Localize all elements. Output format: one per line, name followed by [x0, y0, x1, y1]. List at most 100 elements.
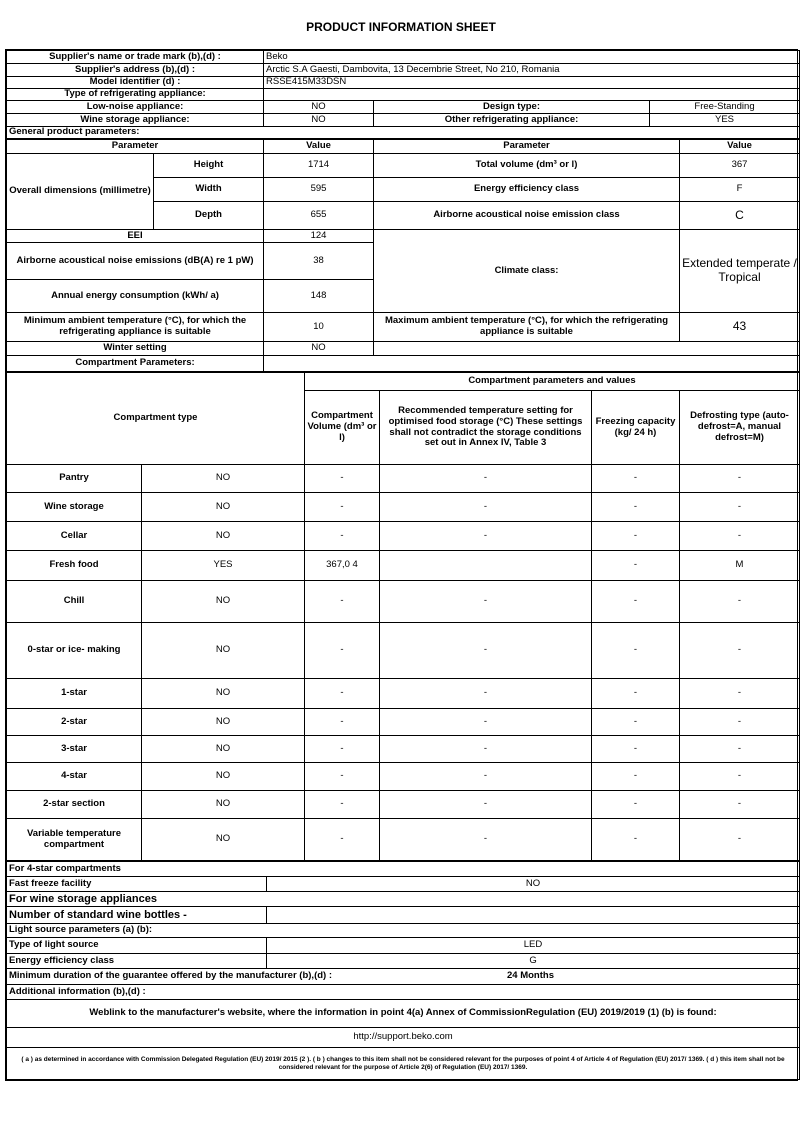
compartment-row: Variable temperature compartment NO - - - - — [6, 818, 800, 861]
compartment-name: 3-star — [6, 735, 142, 763]
compartment-name: 2-star — [6, 708, 142, 736]
value-header: Value — [263, 139, 375, 154]
compartment-present: NO — [141, 464, 305, 493]
width-value: 595 — [263, 177, 375, 202]
compartment-present: YES — [141, 550, 305, 581]
other-appliance-label: Other refrigerating appliance: — [373, 113, 650, 127]
compartment-present: NO — [141, 492, 305, 522]
light-class-value: G — [265, 953, 801, 969]
compartment-temp: - — [379, 580, 592, 623]
compartment-heading: Compartment Parameters: — [5, 355, 265, 372]
volume-header: Compartment Volume (dm³ or l) — [304, 390, 380, 465]
compartment-present: NO — [141, 580, 305, 623]
compartment-present: NO — [141, 790, 305, 819]
compartment-freezing: - — [591, 818, 680, 861]
compartment-present: NO — [141, 678, 305, 709]
compartment-temp: - — [379, 464, 592, 493]
appliance-type-label: Type of refrigerating appliance: — [6, 88, 264, 101]
compartment-defrost: - — [679, 580, 800, 623]
height-label: Height — [152, 153, 265, 178]
compartment-temp: - — [379, 678, 592, 709]
min-temp-label: Minimum ambient temperature (°C), for wh… — [5, 312, 265, 342]
compartment-name: Wine storage — [6, 492, 142, 522]
compartment-name: 4-star — [6, 762, 142, 791]
compartment-defrost: - — [679, 762, 800, 791]
compartment-defrost: - — [679, 622, 800, 679]
empty-cell — [373, 341, 801, 356]
compartment-volume: - — [304, 492, 380, 522]
temp-header: Recommended temperature setting for opti… — [379, 390, 592, 465]
additional-label: Additional information (b),(d) : — [5, 984, 801, 1000]
compartment-row: Pantry NO - - - - — [6, 464, 800, 493]
compartment-freezing: - — [591, 580, 680, 623]
compartment-table: Compartment type Compartment parameters a… — [6, 372, 800, 861]
compartment-name: 2-star section — [6, 790, 142, 819]
compartment-volume: 367,0 4 — [304, 550, 380, 581]
compartment-freezing: - — [591, 708, 680, 736]
energy-class-value: F — [679, 177, 801, 202]
model-value: RSSE415M33DSN — [262, 76, 801, 89]
compartment-row: Chill NO - - - - — [6, 580, 800, 623]
compartment-row: 3-star NO - - - - — [6, 735, 800, 763]
design-type-label: Design type: — [373, 100, 650, 114]
compartment-temp: - — [379, 521, 592, 551]
compartment-volume: - — [304, 735, 380, 763]
height-value: 1714 — [263, 153, 375, 178]
supplier-address-label: Supplier's address (b),(d) : — [6, 63, 264, 77]
compartment-freezing: - — [591, 521, 680, 551]
noise-class-label: Airborne acoustical noise emission class — [373, 201, 681, 230]
fast-freeze-label: Fast freeze facility — [6, 876, 267, 892]
climate-label: Climate class: — [373, 229, 681, 313]
compartment-volume: - — [304, 708, 380, 736]
guarantee-label: Minimum duration of the guarantee offere… — [9, 970, 333, 982]
wine-storage-value: NO — [263, 113, 374, 127]
noise-label: Airborne acoustical noise emissions (dB(… — [5, 242, 265, 280]
weblink-value[interactable]: http://support.beko.com — [5, 1027, 801, 1048]
compartment-temp: - — [379, 790, 592, 819]
compartment-volume: - — [304, 521, 380, 551]
compartment-name: Fresh food — [6, 550, 142, 581]
page-title: PRODUCT INFORMATION SHEET — [306, 20, 496, 34]
other-table: For 4-star compartments Fast freeze faci… — [5, 861, 801, 1080]
param-header-2: Parameter — [373, 139, 681, 154]
compartment-row: 2-star NO - - - - — [6, 708, 800, 736]
annual-energy-value: 148 — [263, 279, 375, 313]
empty-cell — [263, 355, 801, 372]
compartment-volume: - — [304, 790, 380, 819]
param-header: Parameter — [5, 139, 265, 154]
guarantee-row: Minimum duration of the guarantee offere… — [5, 968, 801, 985]
defrost-header: Defrosting type (auto-defrost=A, manual … — [679, 390, 800, 465]
compartment-defrost: - — [679, 818, 800, 861]
wine-storage-label: Wine storage appliance: — [6, 113, 264, 127]
eei-label: EEI — [5, 229, 265, 243]
compartment-freezing: - — [591, 735, 680, 763]
compartment-defrost: - — [679, 790, 800, 819]
compartment-defrost: - — [679, 492, 800, 522]
freezing-header: Freezing capacity (kg/ 24 h) — [591, 390, 680, 465]
energy-class-label: Energy efficiency class — [373, 177, 681, 202]
compartment-defrost: - — [679, 735, 800, 763]
light-class-label: Energy efficiency class — [6, 953, 267, 969]
noise-value: 38 — [263, 242, 375, 280]
compartment-defrost: - — [679, 521, 800, 551]
compartment-present: NO — [141, 622, 305, 679]
compartment-name: Cellar — [6, 521, 142, 551]
depth-label: Depth — [152, 201, 265, 230]
compartment-type-header: Compartment type — [6, 372, 305, 465]
other-appliance-value: YES — [648, 113, 801, 127]
low-noise-value: NO — [263, 100, 374, 114]
width-label: Width — [152, 177, 265, 202]
winter-label: Winter setting — [5, 341, 265, 356]
appliance-type-value — [262, 88, 801, 101]
winter-value: NO — [263, 341, 375, 356]
total-volume-value: 367 — [679, 153, 801, 178]
compartment-present: NO — [141, 735, 305, 763]
compartment-temp: - — [379, 492, 592, 522]
max-temp-label: Maximum ambient temperature (°C), for wh… — [373, 312, 681, 342]
compartment-volume: - — [304, 622, 380, 679]
compartment-volume: - — [304, 818, 380, 861]
compartment-freezing: - — [591, 622, 680, 679]
compartment-temp: - — [379, 818, 592, 861]
bottles-value — [265, 906, 801, 924]
max-temp-value: 43 — [679, 312, 801, 342]
